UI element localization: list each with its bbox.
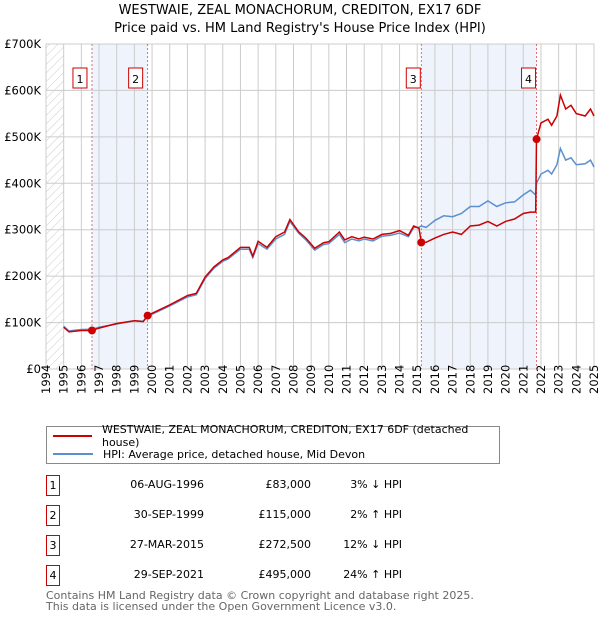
sale-hpi: 12% ↓ HPI <box>343 538 402 551</box>
legend-item-property: WESTWAIE, ZEAL MONACHORUM, CREDITON, EX1… <box>53 423 499 449</box>
plot-border <box>45 43 595 370</box>
sale-date: 30-SEP-1999 <box>133 508 204 521</box>
sale-price: £495,000 <box>258 568 312 581</box>
sale-label: 2 <box>132 73 139 86</box>
x-tick-label: 1995 <box>57 365 71 394</box>
x-tick-label: 2010 <box>322 365 336 394</box>
y-tick-label: £600K <box>4 83 41 97</box>
sale-row: 3 27-MAR-2015 £272,500 12% ↓ HPI <box>46 535 402 557</box>
legend-swatch-red <box>53 435 92 437</box>
y-tick-label: £400K <box>4 176 41 190</box>
y-tick-label: £500K <box>4 130 41 144</box>
sale-label: 1 <box>76 73 83 86</box>
x-tick-label: 2024 <box>569 365 583 394</box>
x-tick-label: 2014 <box>393 365 407 394</box>
y-tick-label: £700K <box>4 37 41 51</box>
sale-row: 1 06-AUG-1996 £83,000 3% ↓ HPI <box>46 475 402 497</box>
chart-title: WESTWAIE, ZEAL MONACHORUM, CREDITON, EX1… <box>118 3 482 18</box>
x-tick-label: 2013 <box>375 365 389 394</box>
sale-point <box>532 135 541 144</box>
sale-hpi: 24% ↑ HPI <box>343 568 402 581</box>
x-tick-label: 2019 <box>481 365 495 394</box>
x-tick-label: 2022 <box>534 365 548 394</box>
sale-label: 3 <box>410 73 417 86</box>
plot-area: 1 2 3 4 1994 1995 1996 1997 1998 1999 2000 2001 2002… <box>4 37 600 394</box>
sale-price: £272,500 <box>258 538 312 551</box>
sale-label-box <box>128 67 144 89</box>
x-tick-label: 1996 <box>74 365 88 394</box>
y-tick-label: £300K <box>4 223 41 237</box>
footer-line-1: Contains HM Land Registry data © Crown c… <box>46 589 474 602</box>
x-tick-label: 2016 <box>428 365 442 394</box>
x-tick-label: 2020 <box>499 365 513 394</box>
x-tick-label: 2023 <box>552 365 566 394</box>
sale-num: 2 <box>46 505 60 526</box>
x-tick-label: 2012 <box>357 365 371 394</box>
shaded-range <box>91 44 148 369</box>
x-tick-label: 2006 <box>251 365 265 394</box>
x-tick-label: 2008 <box>286 365 300 394</box>
x-tick-label: 2002 <box>180 365 194 394</box>
sale-price: £83,000 <box>265 478 312 491</box>
chart-subtitle: Price paid vs. HM Land Registry's House … <box>114 21 486 36</box>
x-tick-label: 2000 <box>145 365 159 394</box>
sale-row: 2 30-SEP-1999 £115,000 2% ↑ HPI <box>46 505 402 527</box>
x-tick-label: 2018 <box>463 365 477 394</box>
x-tick-label: 2009 <box>304 365 318 394</box>
footer: Contains HM Land Registry data © Crown c… <box>46 590 474 612</box>
sale-date: 27-MAR-2015 <box>129 538 204 551</box>
legend: WESTWAIE, ZEAL MONACHORUM, CREDITON, EX1… <box>46 423 500 464</box>
y-tick-label: £200K <box>4 269 41 283</box>
sale-label-box <box>72 67 88 89</box>
x-tick-label: 1999 <box>127 365 141 394</box>
sale-label: 4 <box>525 73 532 86</box>
x-tick-label: 2005 <box>233 365 247 394</box>
hatched-region <box>46 44 64 369</box>
x-tick-label: 2011 <box>340 365 354 394</box>
legend-swatch-blue <box>53 453 93 455</box>
x-tick-label: 2021 <box>516 365 530 394</box>
sale-point <box>417 238 426 247</box>
legend-label: HPI: Average price, detached house, Mid … <box>103 447 366 461</box>
sale-point <box>143 311 152 320</box>
x-tick-label: 1997 <box>92 365 106 394</box>
y-tick-label: £100K <box>4 316 41 330</box>
sale-date: 29-SEP-2021 <box>133 568 204 581</box>
sale-num: 4 <box>46 565 60 586</box>
x-tick-label: 2001 <box>163 365 177 394</box>
sale-price: £115,000 <box>258 508 312 521</box>
footer-line-2: This data is licensed under the Open Gov… <box>46 600 397 613</box>
sale-num: 3 <box>46 535 60 556</box>
sale-hpi: 2% ↑ HPI <box>350 508 402 521</box>
sale-num: 1 <box>46 475 60 496</box>
x-tick-label: 1994 <box>39 365 53 394</box>
sale-row: 4 29-SEP-2021 £495,000 24% ↑ HPI <box>46 565 402 587</box>
legend-item-hpi: HPI: Average price, detached house, Mid … <box>53 446 365 462</box>
x-tick-label: 2004 <box>216 365 230 394</box>
sale-point <box>87 326 96 335</box>
sale-hpi: 3% ↓ HPI <box>350 478 402 491</box>
x-tick-label: 1998 <box>110 365 124 394</box>
x-tick-label: 2025 <box>587 365 600 394</box>
x-tick-label: 2015 <box>410 365 424 394</box>
y-tick-label: £0 <box>26 362 41 376</box>
legend-label: WESTWAIE, ZEAL MONACHORUM, CREDITON, EX1… <box>101 423 469 449</box>
sale-label-box <box>521 67 537 89</box>
x-tick-label: 2007 <box>269 365 283 394</box>
x-tick-label: 2003 <box>198 365 212 394</box>
sale-date: 06-AUG-1996 <box>130 478 204 491</box>
sale-label-box <box>405 67 421 89</box>
x-tick-label: 2017 <box>446 365 460 394</box>
property-price-line <box>63 92 595 333</box>
